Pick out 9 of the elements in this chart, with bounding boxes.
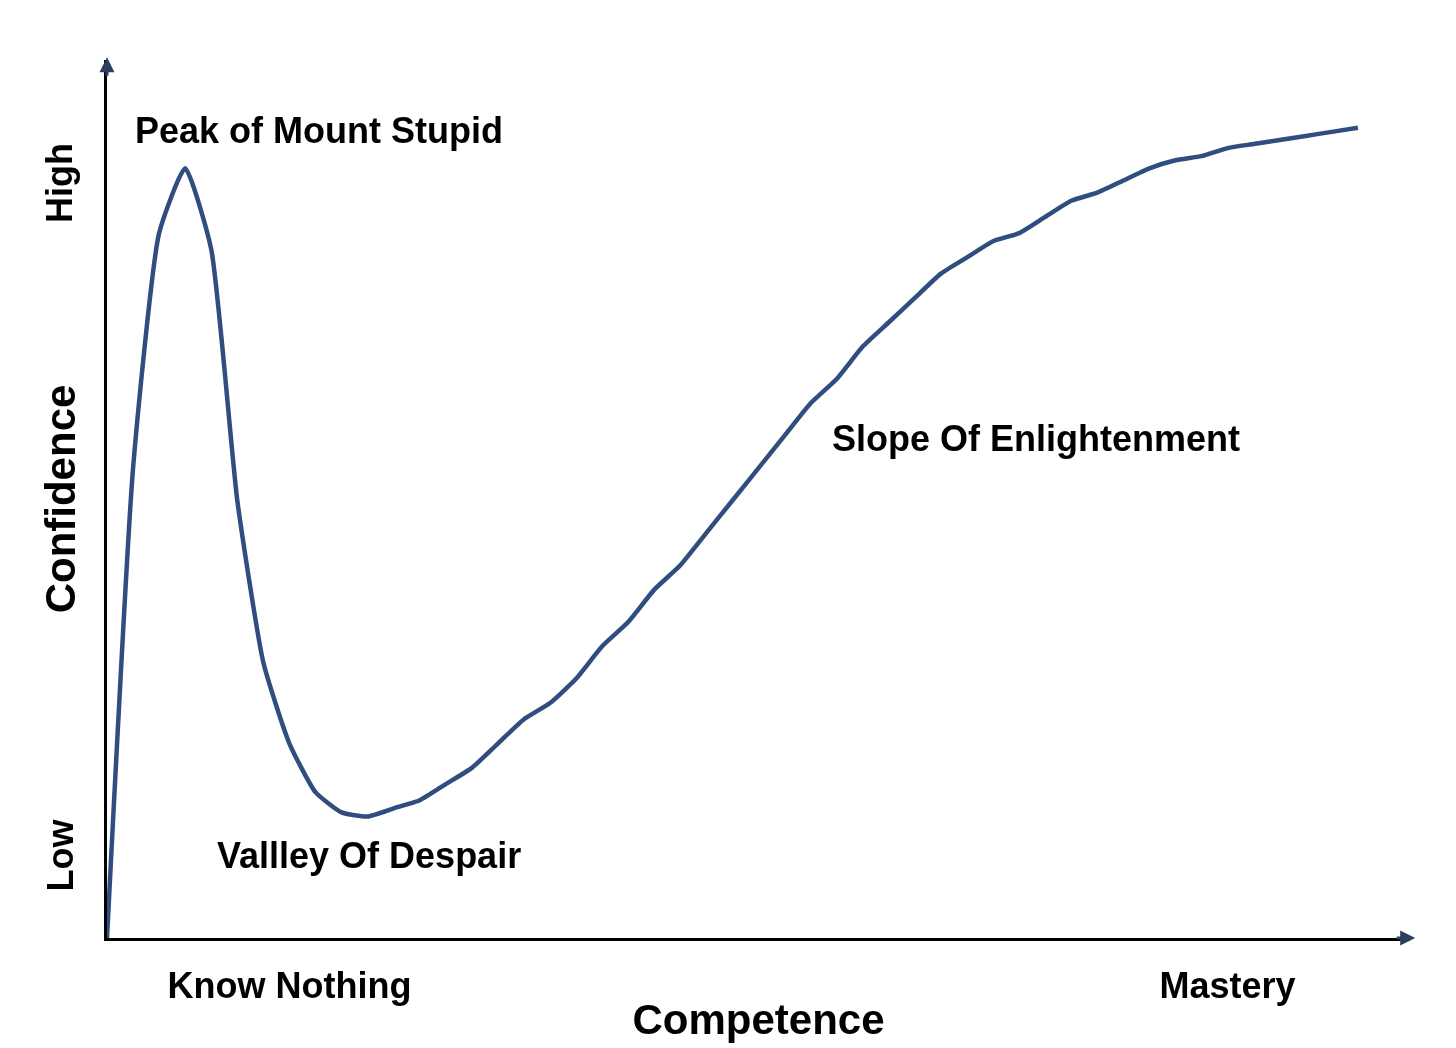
text: High bbox=[39, 143, 81, 224]
text: Low bbox=[39, 818, 81, 892]
annotation: Peak of Mount Stupid bbox=[135, 110, 503, 151]
x-tick-label: Mastery bbox=[1159, 965, 1296, 1007]
x-tick-label: Know Nothing bbox=[167, 965, 412, 1007]
annotation: Slope Of Enlightenment bbox=[832, 418, 1241, 459]
annotation: Vallley Of Despair bbox=[217, 835, 522, 876]
y-axis-title: Confidence bbox=[36, 384, 84, 614]
x-axis-title: Competence bbox=[632, 996, 885, 1044]
